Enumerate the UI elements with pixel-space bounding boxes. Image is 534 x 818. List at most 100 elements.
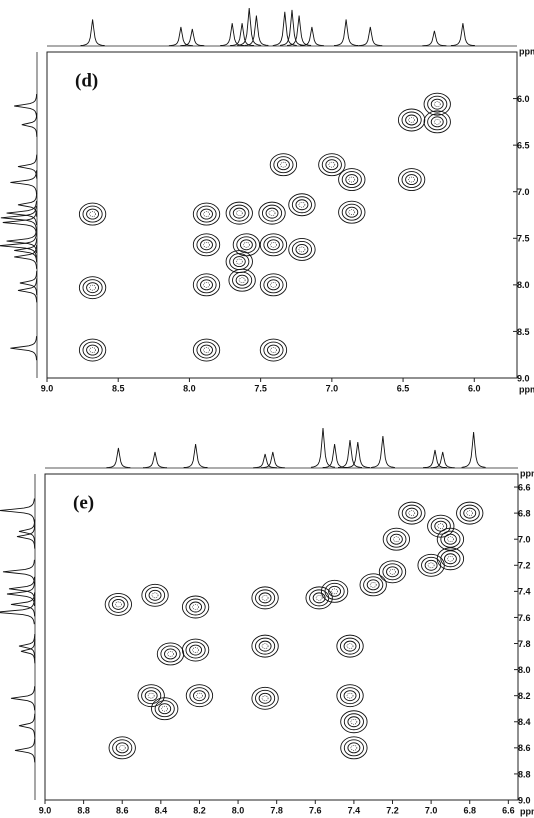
left-spectrum-peak [6,581,35,607]
contour-ring [78,276,107,300]
contour-ring [86,344,100,356]
contour-ring [235,258,243,265]
top-spectrum-peak [370,435,395,468]
contour-ring [203,211,210,217]
contour-ring [430,116,444,128]
contour-ring [397,108,426,132]
top-spectrum-peak [322,443,347,469]
contour-ring [263,276,284,294]
contour-ring [423,92,451,116]
top-spectrum-peak [143,451,167,469]
contour-ring [288,238,316,261]
contour-ring [347,742,361,754]
contour-ring [192,273,221,297]
y-tick-label: 8.8 [518,769,531,779]
top-spectrum-peak [310,427,336,468]
contour-ring [86,282,100,294]
contour-ring [386,566,399,578]
contour-ring [200,279,213,291]
contour-ring [280,161,287,168]
contour-ring [185,598,206,616]
contour-ring [192,202,221,226]
contour-ring [161,705,168,712]
contour-ring [341,171,362,189]
cross-peak [225,201,253,225]
contour-ring [343,640,357,652]
contour-ring [164,648,177,660]
contour-ring [203,242,210,248]
cross-peak [251,686,279,710]
left-spectrum-peak [16,524,36,549]
contour-ring [309,589,330,607]
x-tick-label: 6.8 [463,805,476,815]
contour-ring [89,211,96,217]
x-tick-label: 8.4 [155,805,168,815]
top-spectrum-peak [337,439,363,468]
contour-ring [261,204,283,222]
contour-ring [447,555,454,562]
x-tick-label: 7.6 [309,805,322,815]
y-tick-label: 7.5 [517,234,530,244]
left-spectrum-peak [10,170,37,195]
contour-ring [466,510,474,516]
contour-ring [436,547,465,571]
contour-ring [108,736,136,760]
contour-ring [158,703,172,715]
contour-ring [144,586,166,604]
contour-ring [115,742,129,754]
contour-ring [366,579,380,591]
cross-peak [340,736,368,760]
contour-ring [196,236,217,254]
contour-ring [258,201,286,225]
contour-ring [267,279,280,291]
contour-ring [434,520,448,532]
x-tick-label: 8.2 [193,805,206,815]
cross-peak [336,634,364,658]
contour-ring [82,341,103,359]
contour-ring [203,347,210,353]
contour-ring [427,113,448,131]
contour-ring [141,583,169,607]
contour-ring [118,745,126,751]
contour-ring [228,268,256,292]
x-tick-label: 9.0 [39,805,52,815]
contour-ring [398,501,426,525]
contour-ring [288,193,316,217]
contour-ring [430,98,444,110]
cross-peak [78,338,107,362]
panel-label: (e) [73,492,94,513]
top-spectrum-peak [260,451,285,469]
cross-peak [320,579,349,603]
contour-ring [268,210,276,216]
contour-ring [154,700,175,718]
contour-ring [151,592,159,599]
x-tick-label: 7.4 [348,805,361,815]
cross-peak [423,92,451,116]
contour-ring [273,156,294,174]
y-tick-label: 6.0 [517,94,530,104]
left-spectrum-peak [10,336,37,361]
contour-ring [443,553,457,565]
contour-ring [255,689,276,707]
contour-ring [424,559,438,571]
y-tick-label: 8.0 [518,665,531,675]
y-tick-label: 8.6 [518,743,531,753]
y-tick-label: 8.0 [517,280,530,290]
contour-ring [196,205,217,223]
contour-ring [405,114,419,126]
contour-ring [456,501,484,525]
contour-ring [189,687,210,705]
contour-ring [343,739,364,757]
y-tick-label: 9.0 [518,795,531,805]
contour-ring [251,634,279,658]
top-spectrum-peak [334,19,359,46]
cross-peak [359,573,387,597]
contour-ring [82,205,103,223]
contour-ring [258,692,272,704]
top-spectrum-peak [461,431,486,468]
x-tick-label: 8.5 [112,383,125,393]
contour-ring [305,586,333,610]
contour-ring [382,563,403,581]
cross-peak [338,168,366,192]
contour-ring [340,710,368,734]
